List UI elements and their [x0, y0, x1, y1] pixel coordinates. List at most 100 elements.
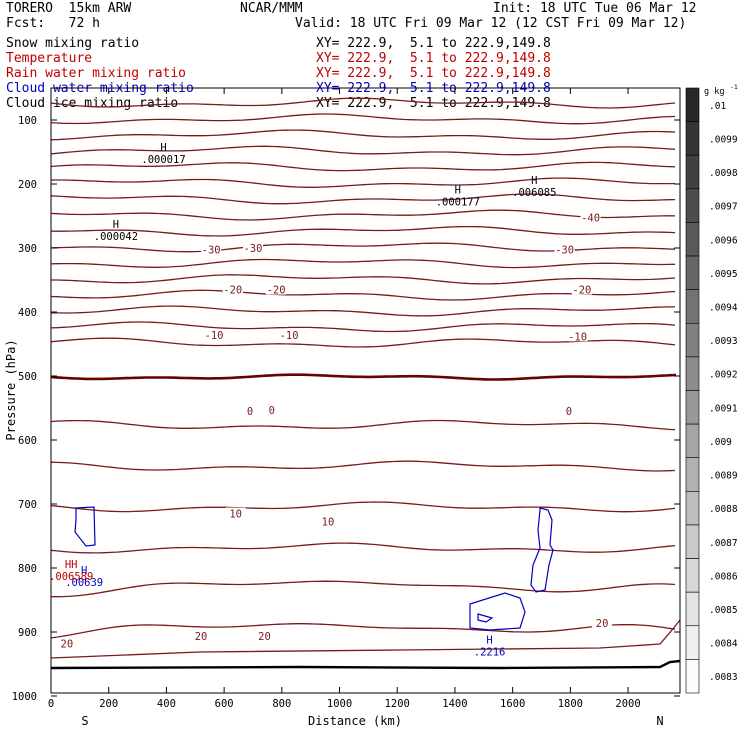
isotherm	[50, 193, 676, 205]
maximum-value: .006085	[512, 187, 556, 199]
isotherm-near-ground	[50, 619, 681, 659]
temperature-label: 10	[229, 509, 242, 521]
colorbar-swatch	[685, 625, 700, 660]
y-tick-label: 700	[18, 499, 37, 511]
valid-time: Valid: 18 UTC Fri 09 Mar 12 (12 CST Fri …	[295, 16, 687, 31]
colorbar: .01 .0099 .0098 .0097 .0096 .0095 .0094 .0093 .0…	[685, 83, 738, 694]
colorbar-swatch	[685, 390, 700, 425]
legend-xy-rain: XY= 222.9, 5.1 to 222.9,149.8	[316, 66, 551, 81]
cloud-water-contour	[74, 506, 96, 547]
y-tick-label: 900	[18, 627, 37, 639]
colorbar-label: .0085	[709, 605, 738, 616]
y-tick-label: 300	[18, 243, 37, 255]
cloud-water-contour	[530, 507, 554, 593]
maximum-value: .00639	[65, 577, 103, 589]
temperature-label: -30	[202, 244, 221, 256]
colorbar-unit-exponent: -1	[730, 83, 738, 91]
init-time: Init: 18 UTC Tue 06 Mar 12	[493, 1, 697, 16]
temperature-label-bg	[254, 629, 275, 641]
temperature-label-bg	[261, 403, 282, 415]
isotherm	[50, 337, 676, 348]
x-tick-label: 1800	[558, 698, 583, 710]
temperature-label: 20	[258, 631, 271, 643]
colorbar-label: .0097	[709, 202, 738, 213]
colorbar-swatch	[685, 154, 700, 190]
temperature-label: -20	[267, 285, 286, 297]
plot-frame	[50, 87, 681, 694]
x-tick-label: 800	[272, 698, 291, 710]
x-tick-label: 0	[48, 698, 54, 710]
terrain	[50, 659, 681, 670]
x-tick-label: 1600	[500, 698, 525, 710]
maximum-value: .000042	[94, 231, 138, 243]
isotherm	[50, 225, 676, 237]
x-tick-label: 1400	[442, 698, 467, 710]
cloud-water-contour	[477, 613, 494, 623]
colorbar-label: .0098	[709, 168, 738, 179]
zero-degree-isotherm	[50, 373, 677, 381]
colorbar-label: .009	[709, 437, 732, 448]
legend-xy-temperature: XY= 222.9, 5.1 to 222.9,149.8	[316, 51, 551, 66]
y-tick-label: 1000	[12, 691, 37, 703]
maximum-value: .006589	[49, 571, 93, 583]
colorbar-label: .0087	[709, 538, 738, 549]
y-tick-label: 100	[18, 115, 37, 127]
temperature-label-bg	[580, 211, 601, 223]
isotherm-lines	[50, 97, 681, 659]
legend-xy-snow: XY= 222.9, 5.1 to 222.9,149.8	[316, 36, 551, 51]
temperature-label: -10	[280, 330, 299, 342]
temperature-label-bg	[225, 507, 246, 519]
maximum-marker: HH	[65, 559, 78, 571]
temperature-label: -20	[572, 285, 591, 297]
maximum-marker: H	[160, 142, 166, 154]
forecast-hour: Fcst: 72 h	[6, 16, 100, 31]
x-tick-label: 2000	[615, 698, 640, 710]
colorbar-swatch	[685, 356, 700, 391]
isotherm	[50, 542, 676, 554]
isotherm	[50, 460, 676, 472]
colorbar-swatch	[685, 558, 700, 593]
x-tick-label: 200	[99, 698, 118, 710]
temperature-label-bg	[56, 637, 77, 649]
y-axis-label: Pressure (hPa)	[4, 339, 18, 440]
temperature-label-bg	[204, 329, 225, 341]
colorbar-label: .0083	[709, 672, 738, 683]
maximum-marker: H	[486, 634, 492, 646]
legend-name-temperature: Temperature	[6, 51, 93, 66]
colorbar-label: .0095	[709, 269, 738, 280]
temperature-label-bg	[191, 629, 212, 641]
temperature-contour-labels: -40 -30 -30 -30 -20 -20 -20 -10 -10 -10 0 0 0 10 10 20 2…	[56, 211, 613, 651]
maximum-marker: H	[455, 184, 461, 196]
temperature-label: -40	[581, 212, 600, 224]
temperature-label-bg	[201, 243, 222, 255]
temperature-label-bg	[554, 243, 575, 255]
colorbar-label: .0096	[709, 235, 738, 246]
maxima-markers: H.000017H.000042H.000177H.006085H.2216H.…	[49, 142, 556, 658]
temperature-label-bg	[240, 405, 261, 417]
temperature-label-bg	[242, 242, 263, 253]
isotherm	[50, 97, 676, 109]
axes: 0 200 400 600 800 1000 1200 1400 1600 1800 2000100…	[12, 88, 680, 710]
center-label: NCAR/MMM	[240, 1, 303, 16]
cloud-water-contours	[74, 506, 554, 631]
temperature-label-bg	[592, 617, 613, 629]
temperature-label-bg	[279, 329, 300, 341]
colorbar-label: .0089	[709, 471, 738, 482]
maximum-value: .000177	[436, 196, 480, 208]
colorbar-swatch	[685, 457, 700, 492]
model-title: TORERO 15km ARW	[6, 1, 132, 16]
maximum-value: .000017	[141, 154, 185, 166]
isotherm	[50, 321, 676, 333]
colorbar-swatch	[685, 188, 700, 223]
isotherm	[50, 209, 676, 221]
temperature-label-bg	[558, 405, 579, 417]
terrain-line	[50, 659, 681, 670]
x-axis-label: Distance (km)	[308, 714, 402, 728]
colorbar-label: .0092	[709, 370, 738, 381]
colorbar-swatch	[685, 591, 700, 627]
y-tick-label: 800	[18, 563, 37, 575]
colorbar-swatch	[685, 491, 700, 526]
isotherm	[51, 177, 676, 188]
y-tick-label: 500	[18, 371, 37, 383]
isotherm	[50, 113, 676, 125]
